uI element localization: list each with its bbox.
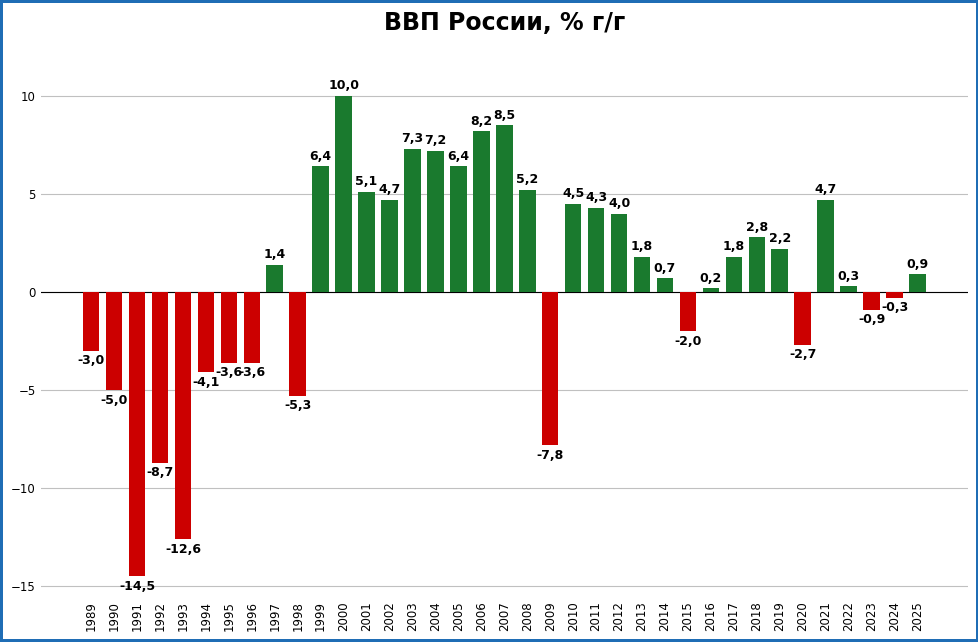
Bar [679,292,695,331]
Text: -12,6: -12,6 [164,542,200,556]
Bar [656,278,673,292]
Text: -5,0: -5,0 [101,394,128,406]
Bar [289,292,306,396]
Bar [909,274,925,292]
Text: 2,2: 2,2 [768,232,790,245]
Text: 10,0: 10,0 [328,80,359,92]
Text: 5,1: 5,1 [355,175,378,188]
Bar [587,207,603,292]
Bar [863,292,879,309]
Bar [220,292,237,363]
Text: 2,8: 2,8 [745,220,767,234]
Text: 4,7: 4,7 [378,183,400,196]
Bar [129,292,145,577]
Bar [610,214,627,292]
Bar [426,151,443,292]
Text: -4,1: -4,1 [192,376,219,389]
Text: -7,8: -7,8 [536,449,563,462]
Text: -3,6: -3,6 [238,366,265,379]
Text: 6,4: 6,4 [309,150,332,163]
Bar [266,265,283,292]
Text: 0,2: 0,2 [699,272,722,284]
Bar [793,292,810,345]
Text: 0,3: 0,3 [837,270,859,282]
Text: -3,0: -3,0 [77,354,105,367]
Bar [106,292,122,390]
Text: -2,0: -2,0 [674,334,701,348]
Title: ВВП России, % г/г: ВВП России, % г/г [383,11,624,35]
Bar [564,204,581,292]
Bar [450,166,467,292]
Bar [152,292,168,463]
Text: 0,9: 0,9 [906,258,927,271]
Text: 7,3: 7,3 [401,132,423,145]
Bar [496,125,512,292]
Bar [748,237,764,292]
Text: 4,3: 4,3 [585,191,606,204]
Bar [817,200,833,292]
Text: 4,5: 4,5 [561,187,584,200]
Bar [244,292,260,363]
Text: 8,2: 8,2 [469,114,492,128]
Text: 4,0: 4,0 [607,197,630,210]
Text: -0,9: -0,9 [857,313,884,326]
Text: 8,5: 8,5 [493,108,514,122]
Bar [839,286,856,292]
Text: -8,7: -8,7 [147,466,173,479]
Bar [198,292,214,372]
Bar [725,257,741,292]
Bar [702,288,719,292]
Bar [472,131,489,292]
Bar [174,292,191,539]
Bar [380,200,397,292]
Text: -0,3: -0,3 [880,301,908,315]
Text: 6,4: 6,4 [447,150,469,163]
Text: 5,2: 5,2 [515,173,538,186]
Text: 1,4: 1,4 [263,248,286,261]
Bar [771,249,787,292]
Bar [542,292,557,445]
Text: 4,7: 4,7 [814,183,836,196]
Bar [633,257,649,292]
Bar [358,192,375,292]
Bar [518,190,535,292]
Bar [83,292,100,351]
Text: 1,8: 1,8 [722,240,744,253]
Text: 1,8: 1,8 [631,240,652,253]
Bar [404,149,421,292]
Text: 7,2: 7,2 [423,134,446,147]
Bar [312,166,329,292]
Text: -2,7: -2,7 [788,349,816,361]
Text: 0,7: 0,7 [653,262,676,275]
Text: -3,6: -3,6 [215,366,243,379]
Bar [885,292,902,298]
Text: -14,5: -14,5 [119,580,155,593]
Bar [335,96,351,292]
Text: -5,3: -5,3 [284,399,311,412]
